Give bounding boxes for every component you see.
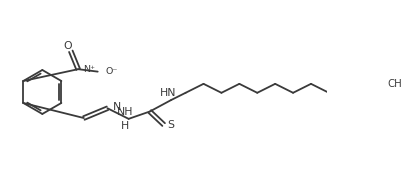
Text: N⁺: N⁺ [83, 65, 95, 75]
Text: N: N [113, 102, 121, 113]
Text: HN: HN [160, 88, 176, 98]
Text: S: S [167, 120, 174, 130]
Text: H: H [121, 121, 129, 131]
Text: O: O [63, 41, 72, 51]
Text: NH: NH [117, 107, 133, 117]
Text: O⁻: O⁻ [105, 67, 118, 76]
Text: CH₃: CH₃ [387, 79, 401, 89]
